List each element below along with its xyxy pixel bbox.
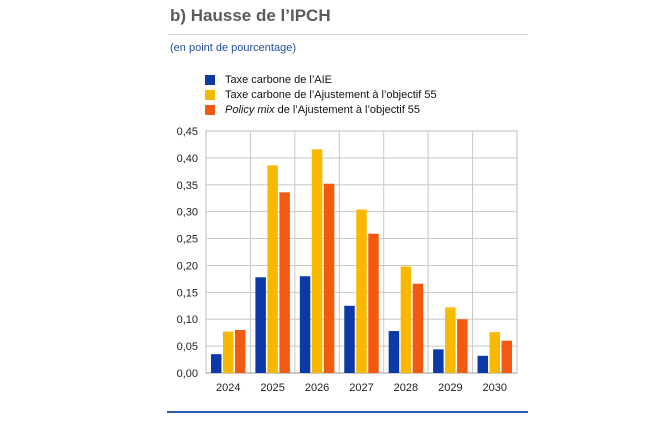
- bar: [501, 340, 513, 373]
- bar: [477, 355, 489, 373]
- legend-label-aie: Taxe carbone de l’AIE: [225, 73, 333, 86]
- y-tick-label: 0,10: [177, 314, 198, 326]
- legend-swatch-fit55-carbon-tax: [205, 89, 215, 100]
- bar: [489, 332, 501, 373]
- legend-label-italic: Policy mix: [225, 103, 275, 116]
- bar: [356, 209, 367, 373]
- title-divider: [168, 34, 528, 35]
- x-tick-label: 2030: [483, 382, 507, 394]
- bar: [234, 329, 246, 373]
- x-tick-label: 2027: [349, 382, 373, 394]
- bottom-divider: [167, 411, 528, 413]
- legend-label-fit55-policy-mix: Policy mix de l’Ajustement à l’objectif …: [225, 104, 420, 116]
- y-tick-label: 0,35: [177, 180, 198, 192]
- bar: [210, 354, 222, 373]
- x-tick-label: 2028: [394, 382, 418, 394]
- bar: [344, 305, 355, 373]
- bar: [400, 266, 412, 373]
- legend-item-fit55-carbon-tax: Taxe carbone de l’Ajustement à l’objecti…: [205, 87, 437, 102]
- legend-item-fit55-policy-mix: Policy mix de l’Ajustement à l’objectif …: [205, 102, 437, 117]
- bar: [222, 331, 234, 373]
- y-tick-label: 0,05: [177, 341, 198, 353]
- bar: [299, 276, 311, 373]
- y-tick-label: 0,15: [177, 287, 198, 299]
- x-axis: 2024 2025 2026 2027 2028 2029 2030: [216, 382, 507, 394]
- bar: [388, 331, 400, 373]
- bar: [279, 192, 290, 373]
- y-tick-label: 0,45: [177, 126, 198, 138]
- bar: [323, 183, 335, 373]
- y-tick-label: 0,30: [177, 207, 198, 219]
- y-tick-label: 0,25: [177, 234, 198, 246]
- legend-label-fit55-carbon-tax: Taxe carbone de l’Ajustement à l’objecti…: [225, 88, 437, 101]
- y-tick-label: 0,00: [177, 368, 198, 380]
- chart-subtitle: (en point de pourcentage): [170, 42, 296, 54]
- x-tick-label: 2029: [438, 382, 462, 394]
- panel-title: b) Hausse de l’IPCH: [170, 6, 331, 25]
- y-tick-label: 0,40: [177, 153, 198, 165]
- bar: [368, 233, 379, 373]
- legend-swatch-fit55-policy-mix: [205, 104, 215, 115]
- x-tick-label: 2024: [216, 382, 240, 394]
- chart-legend: Taxe carbone de l’AIE Taxe carbone de l’…: [205, 72, 437, 117]
- legend-label-rest: de l’Ajustement à l’objectif 55: [274, 103, 421, 116]
- bar: [433, 349, 444, 373]
- bar: [457, 319, 468, 373]
- bar: [311, 149, 323, 373]
- bar: [445, 307, 456, 373]
- y-tick-label: 0,20: [177, 260, 198, 272]
- chart-bars: [210, 149, 513, 373]
- bar: [267, 165, 278, 373]
- bar: [255, 277, 266, 373]
- x-tick-label: 2025: [260, 382, 284, 394]
- bar: [412, 283, 424, 373]
- x-tick-label: 2026: [305, 382, 329, 394]
- y-axis: 0,00 0,05 0,10 0,15 0,20 0,25 0,30 0,35 0,40 0,45: [177, 126, 198, 380]
- legend-item-aie: Taxe carbone de l’AIE: [205, 72, 437, 87]
- legend-swatch-aie: [205, 74, 215, 85]
